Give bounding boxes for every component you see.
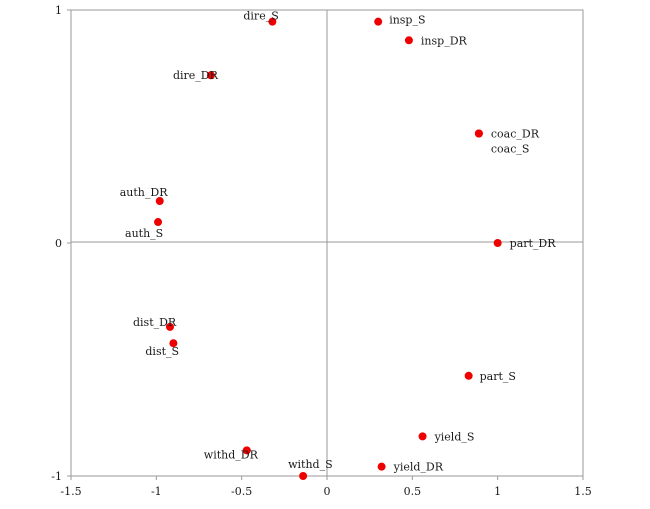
x-tick-label: 1.5 — [574, 485, 592, 498]
point-label-insp_DR: insp_DR — [421, 34, 468, 47]
x-tick-label: 1 — [494, 485, 501, 498]
point-label-withd_DR: withd_DR — [204, 448, 259, 461]
data-point-auth_DR — [155, 197, 164, 206]
x-tick-label: -0.5 — [231, 485, 252, 498]
data-point-yield_S — [418, 432, 427, 441]
data-point-insp_S — [374, 17, 383, 26]
data-point-dist_S — [169, 339, 178, 348]
point-label-dist_S: dist_S — [145, 345, 179, 358]
point-labels: dire_S insp_S insp_DR dire_DR coac_DR coac_Sa… — [120, 10, 557, 474]
point-label-insp_S: insp_S — [389, 14, 425, 27]
point-label-auth_DR: auth_DR — [120, 186, 168, 199]
point-label-coac_S: coac_S — [491, 142, 530, 155]
data-point-dire_S — [268, 17, 277, 26]
data-point-insp_DR — [404, 36, 413, 45]
data-point-dist_DR — [165, 322, 174, 331]
data-point-part_S — [464, 371, 473, 380]
data-point-yield_DR — [377, 462, 386, 471]
data-point-dire_DR — [206, 71, 215, 80]
x-axis-ticks: -1.5 -1 -0.5 0 0.5 1 1.5 — [60, 476, 592, 498]
point-label-part_S: part_S — [480, 370, 516, 383]
x-tick-label: 0 — [324, 485, 331, 498]
y-tick-label: -1 — [51, 470, 62, 483]
x-tick-label: -1 — [151, 485, 162, 498]
point-label-yield_S: yield_S — [434, 430, 475, 443]
x-tick-label: -1.5 — [60, 485, 81, 498]
point-label-coac_DR: coac_DR — [491, 127, 540, 140]
data-points — [154, 17, 502, 480]
point-label-dist_DR: dist_DR — [133, 316, 177, 329]
point-label-withd_S: withd_S — [288, 458, 333, 471]
point-label-part_DR: part_DR — [510, 237, 557, 250]
y-axis-ticks: 1 0 -1 — [51, 4, 71, 483]
y-tick-label: 0 — [55, 237, 62, 250]
data-point-auth_S — [154, 218, 163, 227]
point-label-yield_DR: yield_DR — [393, 461, 444, 474]
data-point-withd_S — [299, 472, 308, 480]
data-point-coac_S — [474, 129, 483, 138]
x-tick-label: 0.5 — [404, 485, 422, 498]
y-tick-label: 1 — [55, 4, 62, 17]
point-label-auth_S: auth_S — [125, 227, 163, 240]
data-point-part_DR — [493, 239, 502, 247]
point-label-dire_DR: dire_DR — [173, 69, 219, 82]
point-label-dire_S: dire_S — [243, 10, 278, 23]
data-point-withd_DR — [242, 446, 251, 455]
